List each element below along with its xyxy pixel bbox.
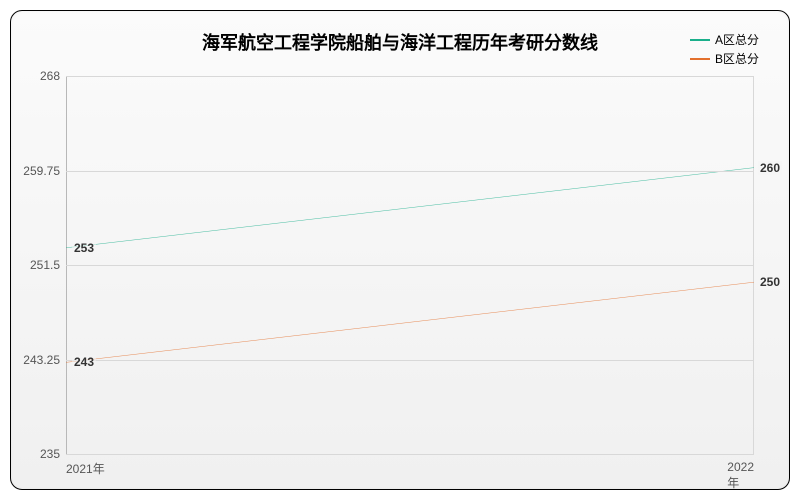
grid-line bbox=[66, 454, 754, 455]
y-tick-label: 243.25 bbox=[23, 353, 60, 367]
point-label: 250 bbox=[758, 275, 782, 289]
legend-item-a: A区总分 bbox=[690, 31, 759, 48]
chart-title: 海军航空工程学院船舶与海洋工程历年考研分数线 bbox=[11, 29, 789, 55]
plot-area: 235243.25251.5259.752682021年2022年2532602… bbox=[66, 76, 754, 454]
y-tick-label: 259.75 bbox=[23, 164, 60, 178]
y-tick-label: 235 bbox=[40, 447, 60, 461]
y-tick-label: 268 bbox=[40, 69, 60, 83]
grid-line bbox=[66, 171, 754, 172]
chart-card: 海军航空工程学院船舶与海洋工程历年考研分数线 A区总分 B区总分 235243.… bbox=[10, 10, 790, 490]
point-label: 253 bbox=[72, 241, 96, 255]
grid-line bbox=[66, 360, 754, 361]
point-label: 260 bbox=[758, 161, 782, 175]
legend-swatch-b bbox=[690, 58, 710, 60]
legend-swatch-a bbox=[690, 39, 710, 41]
point-label: 243 bbox=[72, 355, 96, 369]
x-tick-label: 2021年 bbox=[66, 460, 105, 477]
series-line bbox=[66, 168, 754, 248]
legend: A区总分 B区总分 bbox=[690, 31, 759, 69]
legend-item-b: B区总分 bbox=[690, 50, 759, 67]
legend-label-a: A区总分 bbox=[715, 31, 759, 48]
x-tick-label: 2022年 bbox=[727, 460, 754, 491]
chart-container: 海军航空工程学院船舶与海洋工程历年考研分数线 A区总分 B区总分 235243.… bbox=[0, 0, 800, 500]
grid-line bbox=[66, 76, 754, 77]
grid-line bbox=[66, 265, 754, 266]
legend-label-b: B区总分 bbox=[715, 50, 759, 67]
y-tick-label: 251.5 bbox=[30, 258, 60, 272]
series-line bbox=[66, 282, 754, 362]
